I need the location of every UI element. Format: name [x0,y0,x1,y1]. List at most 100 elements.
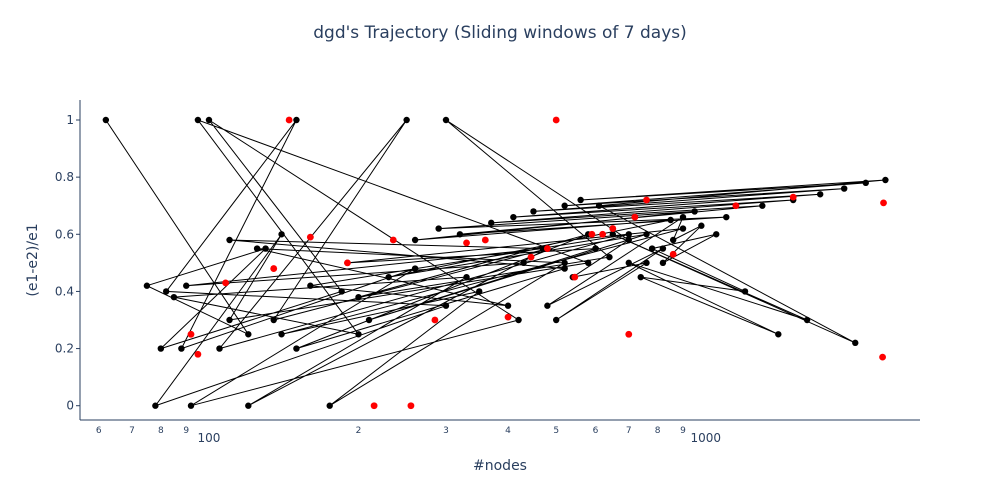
data-point [245,402,252,409]
data-point [625,236,632,244]
data-point [698,222,705,229]
x-minor-tick-label: 7 [129,426,135,436]
data-point [226,316,233,324]
data-point [157,345,165,352]
data-point [510,213,517,221]
data-point [515,316,522,324]
data-point [385,273,392,281]
data-point [278,231,285,238]
highlighted-point [527,253,535,261]
data-point [442,302,450,309]
data-point [544,302,551,309]
x-minor-tick-label: 5 [553,426,559,436]
data-point [411,236,419,244]
data-point [852,339,859,347]
data-point [411,265,419,272]
data-point [216,345,223,352]
x-minor-tick-label: 9 [183,426,189,436]
data-point [691,208,698,215]
data-point [488,219,495,227]
data-point [102,116,110,124]
data-point [816,191,824,198]
data-point [625,231,632,238]
data-point [326,402,333,409]
data-point [226,236,233,244]
highlighted-point [609,225,617,232]
data-point [403,116,410,124]
highlighted-point [344,259,351,267]
chart-title: dgd's Trajectory (Sliding windows of 7 d… [313,23,687,43]
data-point [463,273,470,281]
data-point [659,259,667,267]
data-point [178,345,185,352]
data-point [637,273,644,281]
data-point [245,331,252,338]
data-point [803,316,811,324]
x-major-tick-label: 1000 [690,431,721,445]
data-point [592,245,599,252]
trajectory-line [105,118,886,407]
data-point [667,216,674,224]
y-tick-label: 0.8 [55,170,74,184]
y-tick-label: 0 [66,399,74,413]
data-point [187,402,195,409]
highlighted-point [270,265,278,272]
x-axis-title: #nodes [473,458,527,474]
data-point [183,282,190,289]
x-minor-tick-label: 8 [158,426,164,436]
data-point [561,265,568,272]
data-point [648,245,656,252]
x-minor-tick-label: 6 [593,426,599,436]
data-point [162,288,170,295]
data-point [355,331,362,338]
highlighted-point [187,330,195,338]
data-point [775,331,782,338]
highlighted-point [571,273,579,281]
data-point [194,116,202,124]
data-point [679,213,687,221]
highlighted-point [789,193,797,201]
highlighted-point [669,250,677,258]
highlighted-point [625,330,633,338]
highlighted-point [543,245,551,252]
data-point [205,116,213,124]
data-point [577,196,584,204]
data-point [456,231,464,238]
data-point [723,213,730,221]
data-point [338,288,345,295]
highlighted-point [306,233,314,241]
data-point [270,316,277,324]
data-point [643,259,650,267]
data-point [882,176,889,184]
highlighted-point [880,199,887,207]
data-point [293,116,300,124]
data-point [759,202,766,209]
data-point [307,282,314,289]
highlighted-point [481,236,489,244]
highlighted-point [552,116,560,124]
data-point [293,345,300,352]
y-tick-label: 0.6 [55,227,74,241]
data-point [143,282,151,289]
data-point [476,288,483,295]
data-point [442,116,450,124]
y-tick-label: 1 [66,113,74,127]
data-point [679,225,687,232]
data-point [606,253,613,261]
data-point [520,259,527,267]
data-point [713,231,720,238]
data-point [741,288,749,295]
y-tick-label: 0.2 [55,342,74,356]
data-point [435,225,442,232]
data-point [278,331,285,338]
data-point [862,179,869,187]
data-point [152,402,159,409]
x-minor-tick-label: 4 [505,426,511,436]
x-minor-tick-label: 3 [443,426,449,436]
data-point [253,245,261,252]
highlighted-point [194,350,202,358]
x-minor-tick-label: 7 [626,426,632,436]
data-point [504,302,512,309]
